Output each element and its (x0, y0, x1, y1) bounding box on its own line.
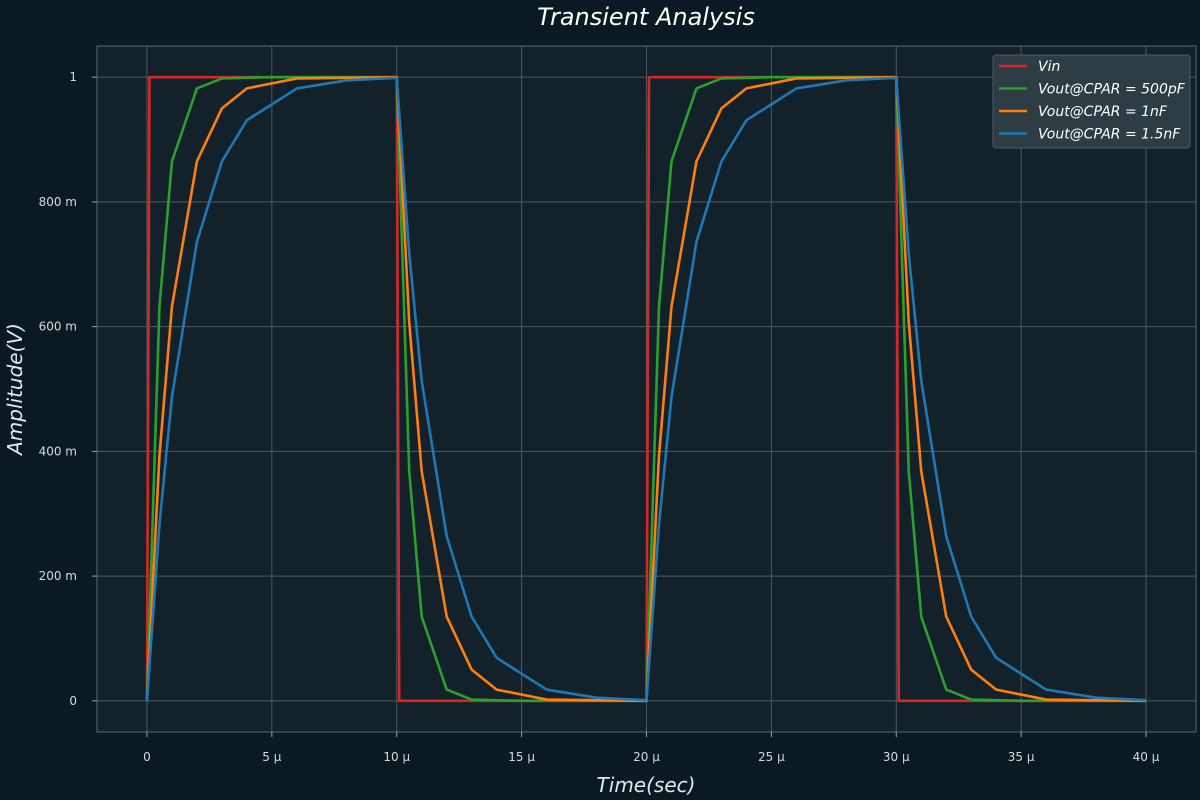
y-tick-label: 400 m (39, 444, 77, 458)
legend-label-vout-cpar-500pf: Vout@CPAR = 500pF (1038, 82, 1186, 98)
x-tick-label: 35 μ (1008, 750, 1035, 764)
series-line-vout-cpar-1-5nf (145, 76, 1147, 702)
y-tick-label: 600 m (39, 320, 77, 334)
x-axis-label: Time(sec) (597, 773, 696, 797)
x-tick-label: 0 (143, 750, 151, 764)
x-tick-label: 10 μ (383, 750, 410, 764)
series-group (145, 75, 1147, 703)
x-tick-label: 40 μ (1133, 750, 1160, 764)
legend-label-vout-cpar-1nf: Vout@CPAR = 1nF (1038, 104, 1168, 120)
y-tick-label: 200 m (39, 569, 77, 583)
x-tick-label: 30 μ (883, 750, 910, 764)
y-tick-label: 0 (69, 694, 77, 708)
legend: Vin Vout@CPAR = 500pF Vout@CPAR = 1nF Vout@… (992, 54, 1191, 149)
x-tick-label: 15 μ (508, 750, 535, 764)
x-tick-label: 5 μ (262, 750, 281, 764)
y-axis-ticks: 0 200 m 400 m 600 m 800 m 1 (39, 70, 97, 708)
x-axis-ticks: 0 5 μ 10 μ 15 μ 20 μ 25 μ 30 μ 35 μ 40 μ (143, 732, 1160, 764)
legend-box (992, 54, 1191, 149)
legend-label-vin: Vin (1038, 59, 1060, 75)
y-tick-label: 800 m (39, 195, 77, 209)
chart-title: Transient Analysis (537, 3, 755, 31)
x-tick-label: 25 μ (758, 750, 785, 764)
x-tick-label: 20 μ (633, 750, 660, 764)
legend-label-vout-cpar-1-5nf: Vout@CPAR = 1.5nF (1038, 127, 1181, 143)
y-tick-label: 1 (69, 70, 77, 84)
y-axis-label: Amplitude(V) (3, 323, 27, 457)
